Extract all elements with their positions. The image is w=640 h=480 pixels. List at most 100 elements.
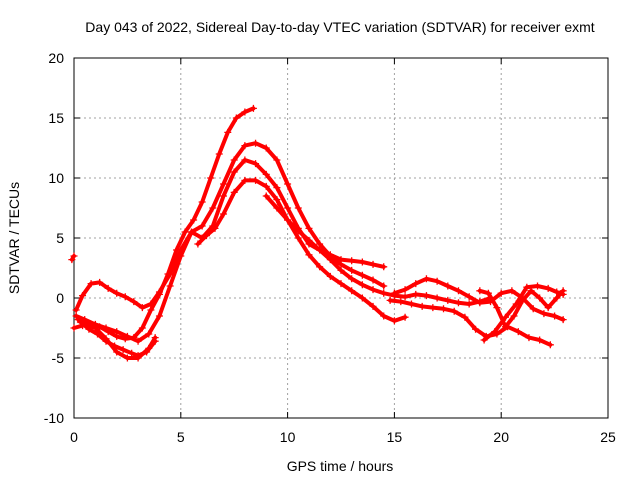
data-point (220, 210, 228, 218)
data-point (525, 334, 533, 342)
data-point (390, 317, 398, 325)
data-point (316, 246, 324, 254)
data-point (194, 240, 202, 248)
data-point (497, 289, 505, 297)
data-point (501, 313, 509, 321)
data-point (326, 272, 334, 280)
data-point (130, 298, 138, 306)
data-point (76, 318, 84, 326)
data-point (472, 325, 480, 333)
data-point (123, 354, 131, 362)
data-point (262, 182, 270, 190)
data-point (380, 282, 388, 290)
data-point (493, 304, 501, 312)
series-trace (264, 194, 493, 306)
data-point (536, 294, 544, 302)
data-point (559, 290, 567, 298)
data-point (358, 281, 366, 289)
data-point (209, 204, 217, 212)
data-point (249, 104, 257, 112)
data-point (113, 328, 121, 336)
data-point (358, 271, 366, 279)
y-tick-label: 0 (56, 290, 64, 306)
data-point (220, 192, 228, 200)
data-point (102, 324, 110, 332)
x-axis-label: GPS time / hours (287, 458, 394, 474)
data-point (480, 336, 488, 344)
data-point (119, 346, 127, 354)
data-point (476, 287, 484, 295)
series-3 (72, 139, 388, 314)
data-point (113, 348, 121, 356)
data-point (134, 352, 142, 360)
data-point (454, 299, 462, 307)
data-point (190, 216, 198, 224)
series-6 (194, 176, 409, 325)
data-point (143, 348, 151, 356)
series-trace (388, 298, 553, 347)
data-point (230, 156, 238, 164)
data-point (241, 142, 249, 150)
data-point (284, 216, 292, 224)
data-point (553, 288, 561, 296)
data-point (540, 310, 548, 318)
data-point (262, 170, 270, 178)
data-point (450, 307, 458, 315)
data-point (326, 256, 334, 264)
y-tick-label: -5 (52, 350, 65, 366)
data-point (491, 328, 499, 336)
series-trace (74, 158, 386, 344)
data-point (230, 168, 238, 176)
data-point (273, 196, 281, 204)
data-point (358, 258, 366, 266)
data-point (358, 294, 366, 302)
data-point (551, 312, 559, 320)
data-point (284, 180, 292, 188)
data-point (145, 330, 153, 338)
data-point (273, 184, 281, 192)
series-7 (262, 192, 495, 308)
data-point (155, 312, 163, 320)
data-point (484, 289, 492, 297)
data-point (123, 332, 131, 340)
data-point (316, 240, 324, 248)
data-point (433, 294, 441, 302)
data-point (412, 280, 420, 288)
data-point (380, 263, 388, 271)
data-point (262, 144, 270, 152)
data-point (476, 299, 484, 307)
data-point (512, 300, 520, 308)
data-point (211, 224, 219, 232)
data-point (465, 300, 473, 308)
y-tick-label: 15 (48, 110, 64, 126)
data-point (305, 224, 313, 232)
data-point (252, 160, 260, 168)
data-point (444, 282, 452, 290)
data-point (215, 150, 223, 158)
y-axis-label: SDTVAR / TECUs (6, 182, 22, 294)
data-point (241, 176, 249, 184)
data-point (401, 293, 409, 301)
data-point (444, 296, 452, 304)
data-point (510, 312, 518, 320)
data-point (96, 278, 104, 286)
y-tick-label: -10 (44, 410, 64, 426)
data-point (553, 294, 561, 302)
data-point (529, 305, 537, 313)
data-point (294, 227, 302, 235)
x-tick-label: 15 (387, 429, 403, 445)
data-point (85, 325, 93, 333)
data-point (113, 289, 121, 297)
data-point (369, 276, 377, 284)
data-point (294, 204, 302, 212)
data-point (252, 176, 260, 184)
data-point (369, 260, 377, 268)
data-point (87, 280, 95, 288)
data-point (104, 284, 112, 292)
data-point (111, 342, 119, 350)
y-tick-label: 10 (48, 170, 64, 186)
data-point (70, 252, 78, 260)
series-11 (480, 282, 567, 344)
data-point (412, 290, 420, 298)
